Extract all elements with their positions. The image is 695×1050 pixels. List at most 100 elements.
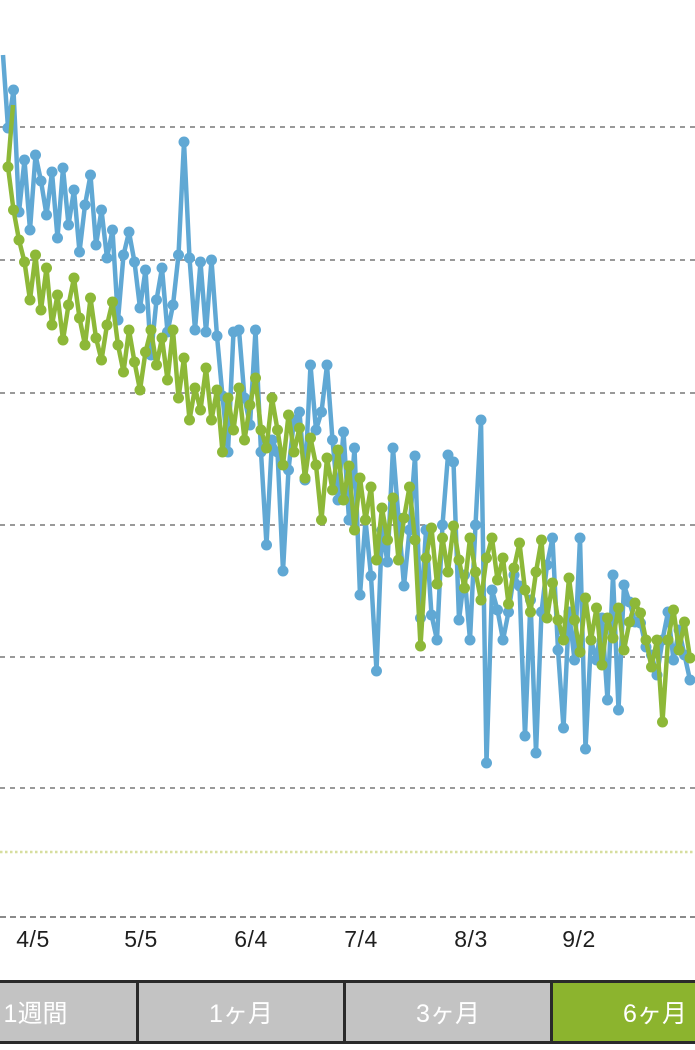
x-axis-label: 7/4 (344, 926, 378, 952)
range-button-1week[interactable]: 1週間 (0, 983, 139, 1041)
series-blue-point (189, 324, 201, 336)
series-blue-point (19, 154, 30, 166)
x-axis-label: 8/3 (454, 926, 488, 952)
series-blue-point (140, 264, 151, 276)
series-blue-point (453, 614, 465, 626)
series-green-point (8, 204, 19, 216)
series-blue-point (547, 532, 558, 544)
series-blue-point (437, 519, 448, 531)
series-green-point (90, 332, 102, 344)
series-green-point (30, 249, 41, 261)
series-green-point (426, 522, 437, 534)
series-green-point (420, 552, 432, 564)
series-green-point (272, 424, 283, 436)
series-blue-point (448, 456, 459, 468)
series-green-point (255, 424, 267, 436)
chart-canvas (0, 54, 695, 918)
series-blue-point (261, 539, 272, 551)
series-green (2, 104, 695, 728)
series-green-point (453, 554, 465, 566)
series-green-point (283, 409, 294, 421)
series-blue-point (607, 569, 619, 581)
series-green-point (233, 382, 245, 394)
series-green-point (404, 481, 415, 493)
series-blue-point (316, 406, 327, 418)
series-green-point (585, 634, 597, 646)
series-green-point (310, 459, 322, 471)
series-blue-point (41, 209, 52, 221)
series-green-point (492, 574, 503, 586)
series-green-point (574, 646, 586, 658)
series-blue-point (46, 166, 58, 178)
series-green-point (552, 614, 564, 626)
series-blue-point (321, 359, 333, 371)
series-green-point (431, 578, 443, 590)
x-axis-label: 4/5 (16, 926, 50, 952)
series-blue-point (668, 654, 679, 666)
series-green-point (2, 161, 14, 173)
series-green-point (464, 532, 476, 544)
series-green-point (508, 562, 520, 574)
series-green-point (580, 592, 591, 604)
series-blue-point (35, 175, 47, 187)
series-blue-point (602, 694, 613, 706)
series-blue-point (371, 665, 382, 677)
series-blue-point (354, 589, 366, 601)
series-blue-point (519, 730, 531, 742)
series-green-point (651, 634, 663, 646)
series-green-point (360, 514, 371, 526)
series-green-point (239, 434, 250, 446)
series-green-point (63, 299, 74, 311)
series-blue-point (277, 565, 289, 577)
series-green-point (217, 446, 228, 458)
series-green-point (156, 332, 168, 344)
series-blue-point (613, 704, 624, 716)
series-green-point (547, 577, 558, 589)
series-blue-point (431, 634, 443, 646)
series-green-point (151, 359, 162, 371)
series-green-point (646, 661, 657, 673)
series-blue-point (79, 199, 91, 211)
range-button-3month[interactable]: 3ヶ月 (346, 983, 553, 1041)
series-blue-point (107, 224, 118, 236)
series-green-point (178, 352, 190, 364)
series-green-point (673, 644, 685, 656)
series-green-point (123, 324, 135, 336)
series-green-point (294, 422, 305, 434)
range-button-6month[interactable]: 6ヶ月 (553, 983, 695, 1041)
series-green-point (189, 382, 201, 394)
series-blue (0, 54, 695, 769)
series-green-point (118, 366, 129, 378)
series-blue-point (305, 359, 316, 371)
series-green-point (338, 494, 349, 506)
series-blue-point (294, 406, 305, 418)
series-green-point (541, 612, 553, 624)
series-blue-point (580, 743, 591, 755)
series-blue-point (233, 324, 245, 336)
series-blue-point (30, 149, 41, 161)
range-button-1month[interactable]: 1ヶ月 (139, 983, 346, 1041)
series-blue-point (74, 246, 85, 258)
series-green-point (624, 616, 635, 628)
series-green-line (5, 104, 693, 725)
series-green-point (112, 339, 124, 351)
series-blue-point (497, 634, 509, 646)
series-green-point (327, 484, 338, 496)
series-green-point (365, 481, 377, 493)
series-blue-point (173, 249, 184, 261)
series-green-point (470, 566, 481, 578)
series-blue-point (481, 757, 492, 769)
series-green-point (107, 296, 118, 308)
series-green-point (41, 262, 52, 274)
series-green-point (162, 374, 173, 386)
series-green-point (288, 446, 300, 458)
series-blue-point (63, 219, 74, 231)
series-green-point (530, 566, 542, 578)
series-blue-point (8, 84, 19, 96)
series-blue-point (24, 224, 36, 236)
series-green-point (57, 334, 69, 346)
chart-area (0, 54, 695, 918)
series-blue-point (118, 249, 129, 261)
series-blue-point (129, 256, 140, 268)
